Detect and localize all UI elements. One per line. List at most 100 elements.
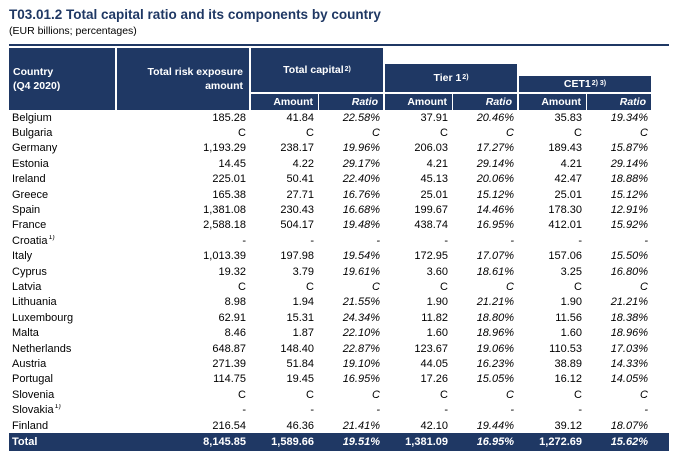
value-cell: 21.41% xyxy=(342,419,380,432)
value-cell: 4.21 xyxy=(426,157,448,170)
table-row: Germany 1,193.29 238.17 19.96% 206.03 17.27% 1… xyxy=(9,141,669,156)
table-row: Latvia C C C C C C C xyxy=(9,279,669,294)
value-cell: 18.96% xyxy=(476,327,514,340)
country-cell: Germany xyxy=(12,142,58,155)
country-cell: Slovakia1) xyxy=(12,404,61,417)
group-header-tier1: Tier 1 2) Amount Ratio xyxy=(385,48,519,110)
country-cell: Finland xyxy=(12,419,49,432)
value-cell: 19.51% xyxy=(342,436,380,449)
value-cell: 11.56 xyxy=(555,311,582,324)
amount-subheader: Amount xyxy=(385,94,452,110)
value-cell: - xyxy=(510,234,514,247)
value-cell: 19.06% xyxy=(476,342,514,355)
value-cell: 11.82 xyxy=(421,311,448,324)
value-cell: C xyxy=(640,127,648,140)
value-cell: 412.01 xyxy=(548,219,582,232)
value-cell: 21.21% xyxy=(476,296,514,309)
total-row: Total 8,145.85 1,589.66 19.51% 1,381.09 16.95… xyxy=(9,433,669,452)
value-cell: 44.05 xyxy=(420,357,448,370)
value-cell: 22.87% xyxy=(342,342,380,355)
value-cell: 3.79 xyxy=(292,265,314,278)
value-cell: C xyxy=(574,388,582,401)
value-cell: - xyxy=(242,234,246,247)
country-column-header: Country (Q4 2020) xyxy=(9,48,115,110)
header-step-spacer xyxy=(385,48,519,64)
page-subtitle: (EUR billions; percentages) xyxy=(9,25,137,37)
country-cell: Latvia xyxy=(12,280,42,293)
value-cell: - xyxy=(376,404,380,417)
value-cell: C xyxy=(506,280,514,293)
ratio-subheader: Ratio xyxy=(453,94,517,110)
country-cell: Slovenia xyxy=(12,388,55,401)
value-cell: 18.61% xyxy=(476,265,514,278)
value-cell: 16.23% xyxy=(476,357,514,370)
value-cell: 51.84 xyxy=(286,357,314,370)
group-label-tier1: Tier 1 2) xyxy=(385,64,517,92)
risk-exposure-column-header: Total risk exposure amount xyxy=(117,48,249,110)
value-cell: 18.96% xyxy=(610,327,648,340)
value-cell: 19.34% xyxy=(610,111,648,124)
country-header-line2: (Q4 2020) xyxy=(13,80,61,92)
table-row: Luxembourg 62.91 15.31 24.34% 11.82 18.80% 11.… xyxy=(9,310,669,325)
ratio-subheader: Ratio xyxy=(319,94,383,110)
value-cell: 29.17% xyxy=(342,157,380,170)
value-cell: 17.27% xyxy=(476,142,514,155)
value-cell: 114.75 xyxy=(213,373,246,386)
value-cell: 4.22 xyxy=(292,157,314,170)
value-cell: 15.62% xyxy=(610,436,648,449)
table-row: Belgium 185.28 41.84 22.58% 37.91 20.46% 35.83… xyxy=(9,110,669,125)
table-row: Bulgaria C C C C C C C xyxy=(9,125,669,140)
country-cell: Austria xyxy=(12,357,47,370)
footnote-marker: 1) xyxy=(48,234,55,242)
value-cell: 46.36 xyxy=(286,419,314,432)
value-cell: 1,193.29 xyxy=(203,142,246,155)
value-cell: 1.87 xyxy=(292,327,314,340)
country-cell: Greece xyxy=(12,188,49,201)
value-cell: 14.46% xyxy=(476,204,514,217)
value-cell: C xyxy=(506,127,514,140)
value-cell: 1,272.69 xyxy=(539,436,582,449)
value-cell: 41.84 xyxy=(286,111,314,124)
value-cell: - xyxy=(310,404,314,417)
value-cell: 17.07% xyxy=(476,250,514,263)
value-cell: 178.30 xyxy=(548,204,582,217)
country-cell: Total xyxy=(12,436,38,449)
value-cell: 3.60 xyxy=(426,265,448,278)
country-cell: Croatia1) xyxy=(12,234,55,247)
value-cell: 21.21% xyxy=(610,296,648,309)
value-cell: 42.10 xyxy=(420,419,448,432)
country-cell: Italy xyxy=(12,250,33,263)
country-cell: Malta xyxy=(12,327,39,340)
value-cell: 172.95 xyxy=(414,250,448,263)
value-cell: 22.40% xyxy=(342,173,380,186)
value-cell: 35.83 xyxy=(554,111,582,124)
value-cell: 24.34% xyxy=(342,311,380,324)
table-header: Country (Q4 2020) Total risk exposure am… xyxy=(9,48,669,110)
group-label-text: Tier 1 xyxy=(433,72,462,84)
value-cell: 225.01 xyxy=(212,173,246,186)
value-cell: 37.91 xyxy=(420,111,448,124)
value-cell: - xyxy=(578,404,582,417)
value-cell: 1,381.08 xyxy=(203,204,246,217)
value-cell: 20.06% xyxy=(476,173,514,186)
value-cell: - xyxy=(310,234,314,247)
value-cell: 1,013.39 xyxy=(203,250,246,263)
country-cell: Lithuania xyxy=(12,296,57,309)
value-cell: 206.03 xyxy=(414,142,448,155)
value-cell: 15.12% xyxy=(476,188,514,201)
table-row: Spain 1,381.08 230.43 16.68% 199.67 14.46% 178… xyxy=(9,202,669,217)
value-cell: 25.01 xyxy=(420,188,448,201)
value-cell: 14.45 xyxy=(218,157,246,170)
country-cell: Spain xyxy=(12,204,41,217)
value-cell: 2,588.18 xyxy=(203,219,246,232)
value-cell: 1,589.66 xyxy=(271,436,314,449)
value-cell: 29.14% xyxy=(476,157,514,170)
table-row: Greece 165.38 27.71 16.76% 25.01 15.12% 25.01 1… xyxy=(9,187,669,202)
amount-subheader: Amount xyxy=(519,94,586,110)
value-cell: 1.94 xyxy=(292,296,314,309)
group-header-cet1: CET1 2) 3) Amount Ratio xyxy=(519,48,653,110)
footnote-marker: 1) xyxy=(54,404,61,411)
value-cell: 18.80% xyxy=(476,311,514,324)
table-row: Italy 1,013.39 197.98 19.54% 172.95 17.07% 157… xyxy=(9,249,669,264)
value-cell: 16.95% xyxy=(476,436,514,449)
